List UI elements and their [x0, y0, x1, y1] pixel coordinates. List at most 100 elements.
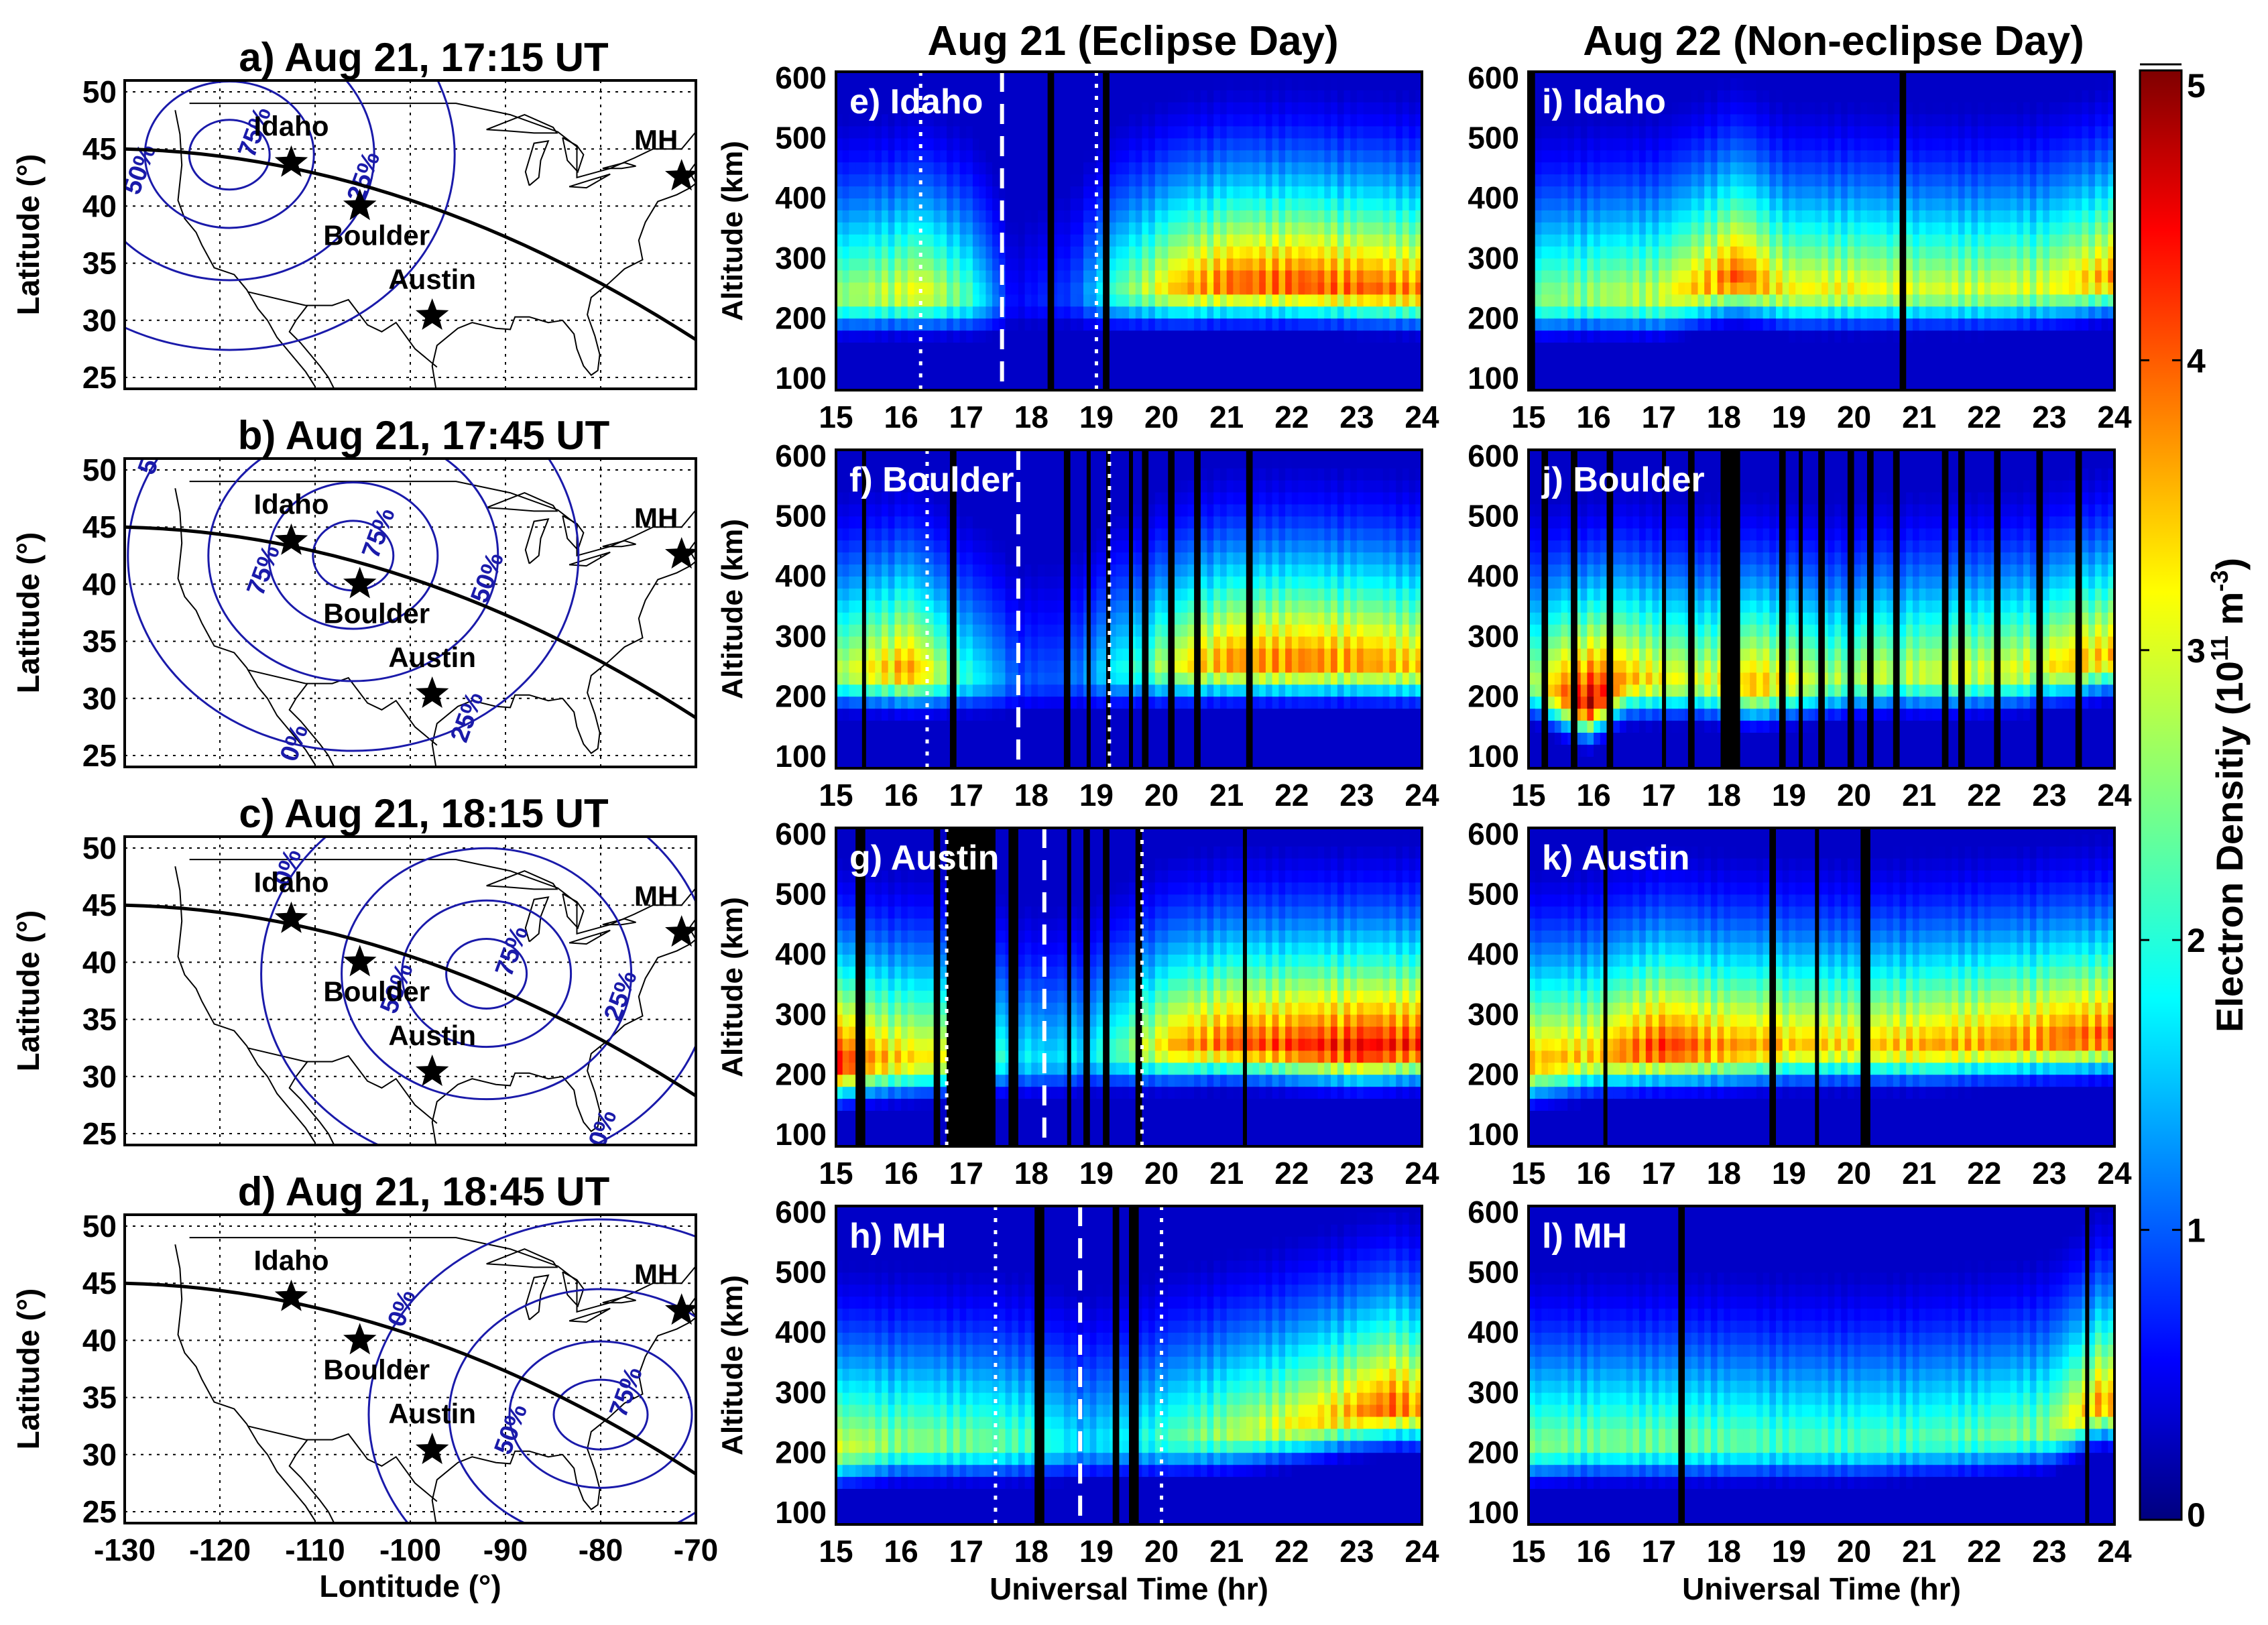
- density-cell: [1057, 245, 1065, 259]
- density-cell: [1018, 552, 1026, 565]
- density-cell: [1012, 210, 1019, 223]
- density-cell: [1246, 72, 1254, 78]
- density-cell: [1337, 612, 1345, 625]
- density-cell: [1213, 720, 1221, 733]
- density-cell: [1018, 149, 1026, 163]
- y-tick-label: 35: [82, 246, 117, 281]
- y-tick-label: 100: [775, 361, 827, 396]
- density-cell: [1376, 467, 1384, 481]
- density-cell: [992, 756, 1000, 768]
- great-lake-outline: [486, 870, 558, 890]
- density-cell: [1356, 672, 1364, 685]
- density-cell: [1142, 222, 1149, 235]
- density-cell: [1187, 269, 1195, 283]
- density-cell: [927, 257, 935, 271]
- density-cell: [979, 623, 987, 637]
- density-cell: [1291, 600, 1299, 613]
- density-cell: [1175, 269, 1182, 283]
- density-cell: [1317, 101, 1325, 115]
- obscuration-contour: [125, 80, 375, 282]
- density-cell: [986, 72, 993, 78]
- density-cell: [1337, 660, 1345, 673]
- density-cell: [1122, 696, 1130, 709]
- density-cell: [1291, 113, 1299, 127]
- density-cell: [1272, 282, 1280, 295]
- density-cell: [1129, 330, 1136, 343]
- density-cell: [901, 612, 908, 625]
- density-cell: [875, 378, 882, 390]
- density-cell: [888, 491, 896, 505]
- density-cell: [1116, 636, 1124, 649]
- density-cell: [1175, 137, 1182, 151]
- density-cell: [1402, 330, 1410, 343]
- density-cell: [1038, 588, 1045, 601]
- density-cell: [1012, 245, 1019, 259]
- density-cell: [1057, 113, 1065, 127]
- density-cell: [1259, 330, 1266, 343]
- density-cell: [1142, 125, 1149, 139]
- density-cell: [1194, 78, 1201, 91]
- density-cell: [1305, 198, 1312, 210]
- density-cell: [1051, 89, 1058, 103]
- density-cell: [842, 564, 850, 577]
- density-cell: [1272, 648, 1280, 661]
- density-cell: [875, 137, 882, 151]
- density-cell: [972, 78, 980, 91]
- density-cell: [1402, 137, 1410, 151]
- density-cell: [1005, 257, 1012, 271]
- density-cell: [1350, 696, 1358, 709]
- density-cell: [1272, 636, 1280, 649]
- density-cell: [959, 101, 967, 115]
- density-cell: [875, 552, 882, 565]
- density-cell: [1051, 636, 1058, 649]
- density-cell: [1096, 245, 1103, 259]
- density-cell: [1409, 294, 1417, 307]
- density-cell: [1168, 174, 1175, 187]
- density-cell: [1018, 366, 1026, 379]
- density-cell: [888, 378, 896, 390]
- density-cell: [1272, 257, 1280, 271]
- density-cell: [907, 149, 915, 163]
- density-cell: [1272, 588, 1280, 601]
- density-cell: [1018, 354, 1026, 367]
- density-cell: [1344, 366, 1351, 379]
- density-cell: [1246, 210, 1254, 223]
- density-cell: [1213, 564, 1221, 577]
- density-cell: [1324, 137, 1331, 151]
- density-cell: [920, 174, 928, 187]
- density-cell: [1083, 89, 1091, 103]
- density-cell: [1337, 330, 1345, 343]
- density-cell: [849, 245, 856, 259]
- density-cell: [861, 210, 870, 223]
- density-cell: [849, 516, 856, 529]
- density-cell: [1272, 234, 1280, 247]
- density-cell: [907, 660, 915, 673]
- density-cell: [1337, 696, 1345, 709]
- density-cell: [1382, 78, 1390, 91]
- density-cell: [1337, 450, 1345, 457]
- density-cell: [1089, 467, 1097, 481]
- density-cell: [888, 330, 896, 343]
- density-cell: [920, 744, 928, 757]
- data-gap: [1103, 72, 1110, 390]
- density-cell: [1331, 245, 1338, 259]
- density-cell: [940, 564, 947, 577]
- density-cell: [1077, 257, 1084, 271]
- density-cell: [1116, 366, 1124, 379]
- density-cell: [1233, 600, 1240, 613]
- density-cell: [1220, 318, 1228, 331]
- density-cell: [992, 113, 1000, 127]
- density-cell: [1415, 113, 1422, 127]
- density-cell: [1370, 269, 1377, 283]
- density-cell: [1350, 89, 1358, 103]
- density-cell: [1240, 450, 1247, 457]
- density-cell: [1337, 101, 1345, 115]
- density-cell: [1207, 330, 1214, 343]
- density-cell: [1317, 330, 1325, 343]
- density-cell: [920, 257, 928, 271]
- density-cell: [986, 720, 993, 733]
- density-cell: [940, 125, 947, 139]
- density-cell: [1044, 503, 1052, 517]
- great-lake-outline: [486, 114, 558, 134]
- density-cell: [972, 162, 980, 175]
